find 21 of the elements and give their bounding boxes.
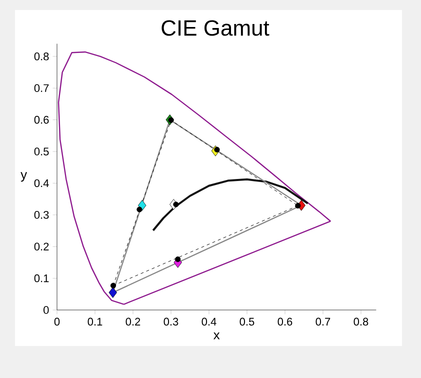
- x-tick-label: 0.3: [164, 318, 178, 326]
- y-tick-label: 0.3: [34, 211, 49, 219]
- y-tick-label: 0.7: [34, 84, 49, 92]
- y-tick-label: 0.6: [34, 116, 49, 124]
- chart-title: CIE Gamut: [162, 20, 270, 36]
- y-tick-label: 0: [44, 306, 49, 314]
- x-tick-label: 0.5: [240, 318, 254, 326]
- y-tick-label: 0.8: [34, 52, 49, 60]
- y-axis-title: y: [20, 172, 28, 182]
- y-tick-label: 0.1: [34, 274, 49, 282]
- x-tick-label: 0.2: [126, 318, 140, 326]
- y-tick-label: 0.2: [34, 242, 49, 250]
- x-tick-label: 0.1: [88, 318, 102, 326]
- y-tick-label: 0.4: [34, 179, 49, 188]
- y-tick-label: 0.5: [34, 148, 49, 156]
- x-tick-label: 0.6: [278, 318, 292, 326]
- x-tick-label: 0: [54, 318, 60, 326]
- x-tick-label: 0.8: [354, 318, 368, 326]
- x-axis-title: x: [213, 332, 220, 340]
- x-tick-label: 0.4: [202, 318, 216, 326]
- x-tick-label: 0.7: [316, 318, 330, 326]
